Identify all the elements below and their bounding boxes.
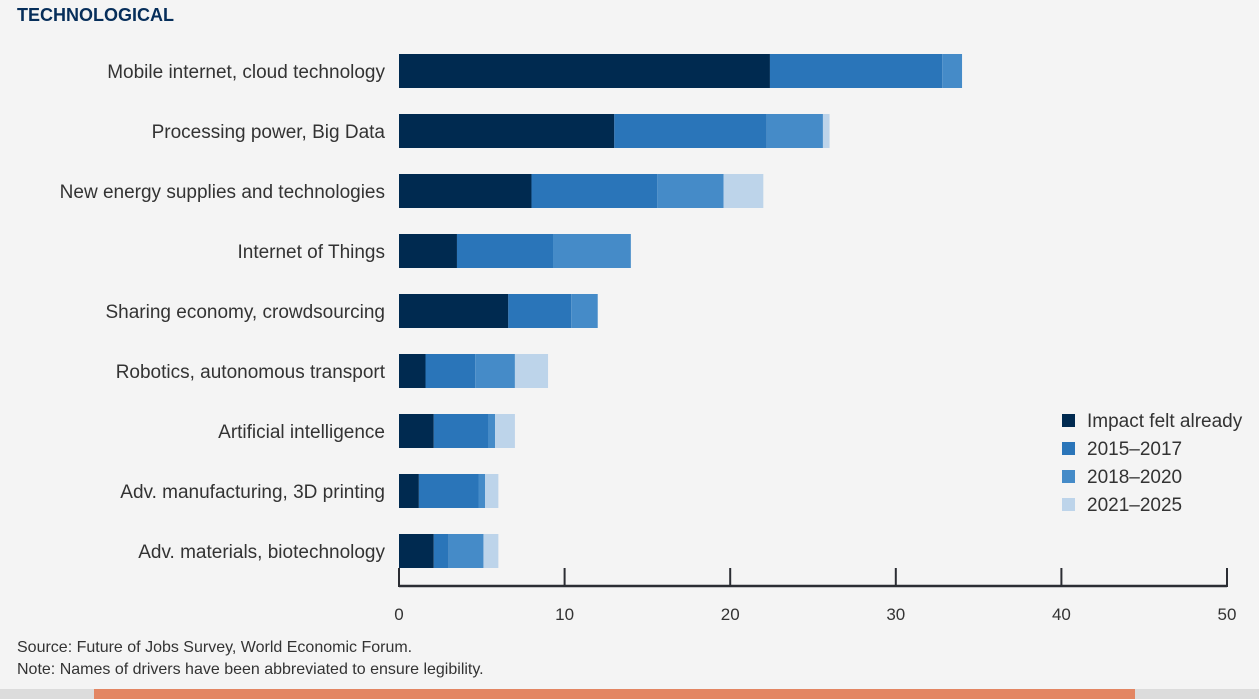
legibility-note: Note: Names of drivers have been abbrevi… [17, 661, 484, 678]
bar-segment-2018-2020 [475, 354, 515, 388]
bar-segment-impact-felt-already [399, 534, 434, 568]
bar-segment-2015-2017 [769, 54, 943, 88]
x-tick-label: 10 [555, 605, 574, 624]
x-axis: 0 10 20 30 40 50 [394, 568, 1236, 624]
bar-segment-2018-2020 [571, 294, 598, 328]
bar-segment-2021-2025 [514, 354, 549, 388]
x-tick-label: 30 [886, 605, 905, 624]
legend-swatch [1062, 470, 1075, 483]
legend-label: 2021–2025 [1087, 495, 1182, 516]
category-labels: Mobile internet, cloud technology Process… [60, 62, 386, 563]
category-label: Internet of Things [237, 242, 385, 263]
bottom-scroll-track [0, 689, 1259, 699]
legend: Impact felt already 2015–2017 2018–2020 202… [1062, 411, 1243, 516]
bar-segment-2015-2017 [418, 474, 479, 508]
category-label: Mobile internet, cloud technology [107, 62, 385, 83]
bar-segment-2015-2017 [531, 174, 658, 208]
stacked-bar-chart: Mobile internet, cloud technology Process… [60, 54, 1243, 624]
bar-segment-2021-2025 [495, 414, 515, 448]
bar-segment-2021-2025 [485, 474, 499, 508]
category-label: New energy supplies and technologies [60, 182, 385, 203]
bar-segment-2015-2017 [614, 114, 767, 148]
bar-segment-impact-felt-already [399, 414, 434, 448]
source-note: Source: Future of Jobs Survey, World Eco… [17, 639, 413, 656]
category-label: Artificial intelligence [218, 422, 385, 443]
accent-bar [94, 689, 1135, 699]
category-label: Adv. manufacturing, 3D printing [120, 482, 385, 503]
bar-segment-impact-felt-already [399, 174, 532, 208]
bar-segment-2015-2017 [456, 234, 554, 268]
bar-segment-2018-2020 [488, 414, 496, 448]
bar-segment-impact-felt-already [399, 354, 426, 388]
bar-segment-impact-felt-already [399, 474, 419, 508]
bar-segment-2015-2017 [508, 294, 572, 328]
bars [399, 54, 963, 568]
bar-segment-impact-felt-already [399, 234, 457, 268]
bar-segment-impact-felt-already [399, 114, 615, 148]
legend-label: 2015–2017 [1087, 439, 1182, 460]
bar-segment-2018-2020 [553, 234, 631, 268]
bar-segment-2018-2020 [657, 174, 724, 208]
bar-segment-impact-felt-already [399, 294, 509, 328]
bar-segment-2015-2017 [425, 354, 476, 388]
bar-segment-2018-2020 [766, 114, 823, 148]
legend-label: 2018–2020 [1087, 467, 1182, 488]
category-label: Sharing economy, crowdsourcing [105, 302, 385, 323]
category-label: Adv. materials, biotechnology [138, 542, 385, 563]
x-tick-label: 50 [1218, 605, 1237, 624]
legend-swatch [1062, 442, 1075, 455]
chart-title: TECHNOLOGICAL [17, 5, 174, 25]
x-tick-label: 40 [1052, 605, 1071, 624]
x-tick-label: 0 [394, 605, 403, 624]
bar-segment-2021-2025 [483, 534, 499, 568]
bar-segment-2018-2020 [942, 54, 963, 88]
x-tick-label: 20 [721, 605, 740, 624]
bar-segment-2018-2020 [478, 474, 486, 508]
bar-segment-2021-2025 [822, 114, 830, 148]
bar-segment-2018-2020 [448, 534, 484, 568]
legend-swatch [1062, 414, 1075, 427]
bar-segment-2015-2017 [433, 414, 489, 448]
bar-segment-impact-felt-already [399, 54, 770, 88]
bar-segment-2021-2025 [723, 174, 764, 208]
legend-swatch [1062, 498, 1075, 511]
legend-label: Impact felt already [1087, 411, 1243, 432]
category-label: Processing power, Big Data [152, 122, 386, 143]
category-label: Robotics, autonomous transport [116, 362, 386, 383]
bar-segment-2015-2017 [433, 534, 449, 568]
